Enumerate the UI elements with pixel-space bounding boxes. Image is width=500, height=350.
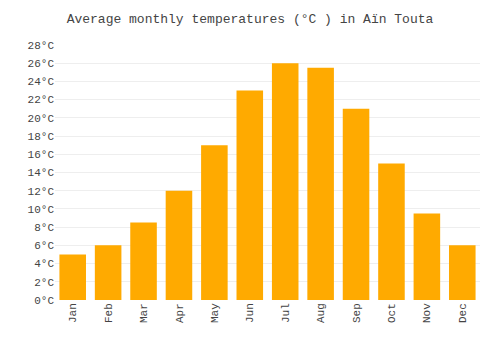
svg-text:10°C: 10°C bbox=[28, 204, 55, 216]
svg-text:Dec: Dec bbox=[457, 303, 469, 323]
svg-text:Jul: Jul bbox=[280, 303, 292, 323]
svg-text:0°C: 0°C bbox=[34, 295, 54, 307]
svg-text:Aug: Aug bbox=[315, 303, 327, 323]
svg-text:Feb: Feb bbox=[103, 303, 115, 323]
svg-text:26°C: 26°C bbox=[28, 58, 55, 70]
svg-text:8°C: 8°C bbox=[34, 222, 54, 234]
svg-text:Apr: Apr bbox=[174, 303, 186, 323]
svg-text:12°C: 12°C bbox=[28, 186, 55, 198]
svg-text:Average monthly temperatures (: Average monthly temperatures (°C ) in Aï… bbox=[67, 12, 434, 27]
svg-text:Mar: Mar bbox=[138, 303, 150, 323]
svg-text:Oct: Oct bbox=[386, 303, 398, 323]
svg-text:24°C: 24°C bbox=[28, 76, 55, 88]
svg-text:22°C: 22°C bbox=[28, 94, 55, 106]
svg-text:18°C: 18°C bbox=[28, 131, 55, 143]
svg-text:Nov: Nov bbox=[421, 303, 433, 323]
svg-text:16°C: 16°C bbox=[28, 149, 55, 161]
svg-text:Sep: Sep bbox=[351, 303, 363, 323]
svg-text:Jan: Jan bbox=[67, 303, 79, 323]
svg-text:Jun: Jun bbox=[244, 303, 256, 323]
svg-text:14°C: 14°C bbox=[28, 167, 55, 179]
svg-text:28°C: 28°C bbox=[28, 40, 55, 52]
svg-text:May: May bbox=[209, 303, 221, 323]
svg-text:2°C: 2°C bbox=[34, 277, 54, 289]
svg-text:6°C: 6°C bbox=[34, 240, 54, 252]
svg-text:20°C: 20°C bbox=[28, 113, 55, 125]
svg-text:4°C: 4°C bbox=[34, 258, 54, 270]
